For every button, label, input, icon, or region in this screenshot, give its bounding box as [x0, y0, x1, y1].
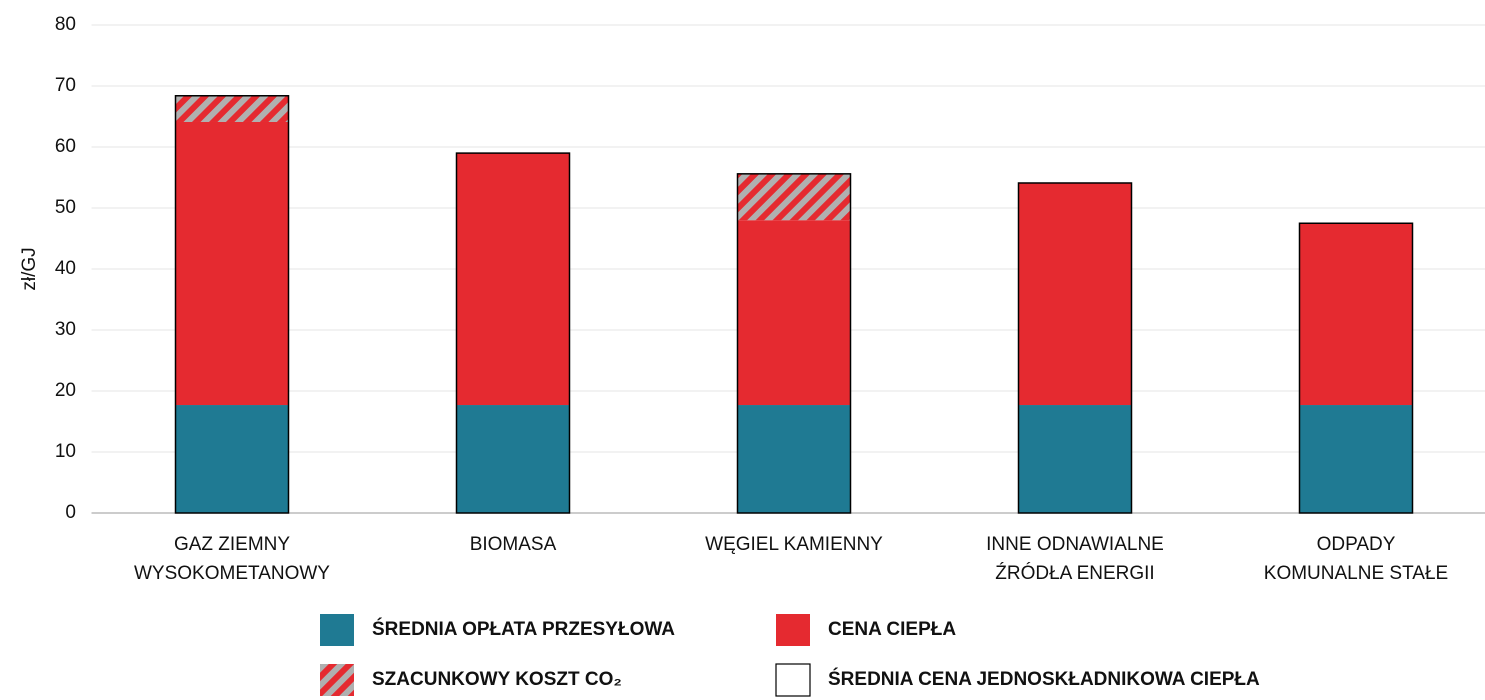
- x-tick-label: ODPADY KOMUNALNE STAŁE: [1264, 534, 1448, 584]
- y-tick-label: 0: [65, 502, 76, 523]
- bar-segment: [175, 121, 289, 406]
- bar-segment: [737, 173, 851, 221]
- bar-segment: [175, 405, 289, 513]
- x-tick-label-line: KOMUNALNE STAŁE: [1264, 563, 1448, 584]
- bar-segment: [1018, 405, 1132, 513]
- legend-label: CENA CIEPŁA: [828, 619, 956, 640]
- bar-segment: [456, 405, 570, 513]
- legend-swatch: [320, 664, 354, 696]
- bar-segment: [737, 220, 851, 406]
- legend-label: ŚREDNIA CENA JEDNOSKŁADNIKOWA CIEPŁA: [828, 668, 1260, 690]
- y-tick-label: 70: [55, 75, 76, 96]
- legend-swatch: [775, 663, 811, 697]
- total-outline: [455, 152, 571, 514]
- y-tick-label: 10: [55, 441, 76, 462]
- y-tick-label: 20: [55, 380, 76, 401]
- y-tick-label: 60: [55, 136, 76, 157]
- bar-segment: [1299, 405, 1413, 513]
- x-tick-label-line: ODPADY: [1317, 534, 1396, 555]
- legend-swatch: [320, 614, 354, 646]
- total-outline: [1017, 182, 1133, 514]
- x-tick-label-line: GAZ ZIEMNY: [174, 534, 290, 555]
- x-tick-label: GAZ ZIEMNY WYSOKOMETANOWY: [134, 534, 330, 584]
- x-tick-label-line: BIOMASA: [470, 534, 557, 555]
- total-outline: [174, 95, 290, 514]
- bar-segment: [456, 153, 570, 406]
- legend-label: ŚREDNIA OPŁATA PRZESYŁOWA: [372, 618, 675, 640]
- y-tick-label: 30: [55, 319, 76, 340]
- x-tick-label: INNE ODNAWIALNE ŹRÓDŁA ENERGII: [986, 534, 1164, 584]
- y-tick-label: 50: [55, 197, 76, 218]
- x-tick-label-line: WYSOKOMETANOWY: [134, 563, 330, 584]
- bar-segment: [1018, 182, 1132, 406]
- y-tick-label: 40: [55, 258, 76, 279]
- bar-segment: [175, 95, 289, 122]
- x-tick-label: WĘGIEL KAMIENNY: [705, 534, 883, 555]
- y-axis-label: zł/GJ: [19, 247, 40, 290]
- x-tick-label-line: INNE ODNAWIALNE: [986, 534, 1164, 555]
- bar-segment: [1299, 223, 1413, 406]
- y-tick-label: 80: [55, 14, 76, 35]
- x-tick-label-line: ŹRÓDŁA ENERGII: [995, 562, 1154, 584]
- legend-swatch: [776, 614, 810, 646]
- x-tick-label-line: WĘGIEL KAMIENNY: [705, 534, 883, 555]
- legend-label: SZACUNKOWY KOSZT CO₂: [372, 669, 622, 690]
- total-outline: [736, 173, 852, 514]
- x-tick-label: BIOMASA: [470, 534, 557, 555]
- total-outline: [1298, 222, 1414, 514]
- bar-segment: [737, 405, 851, 513]
